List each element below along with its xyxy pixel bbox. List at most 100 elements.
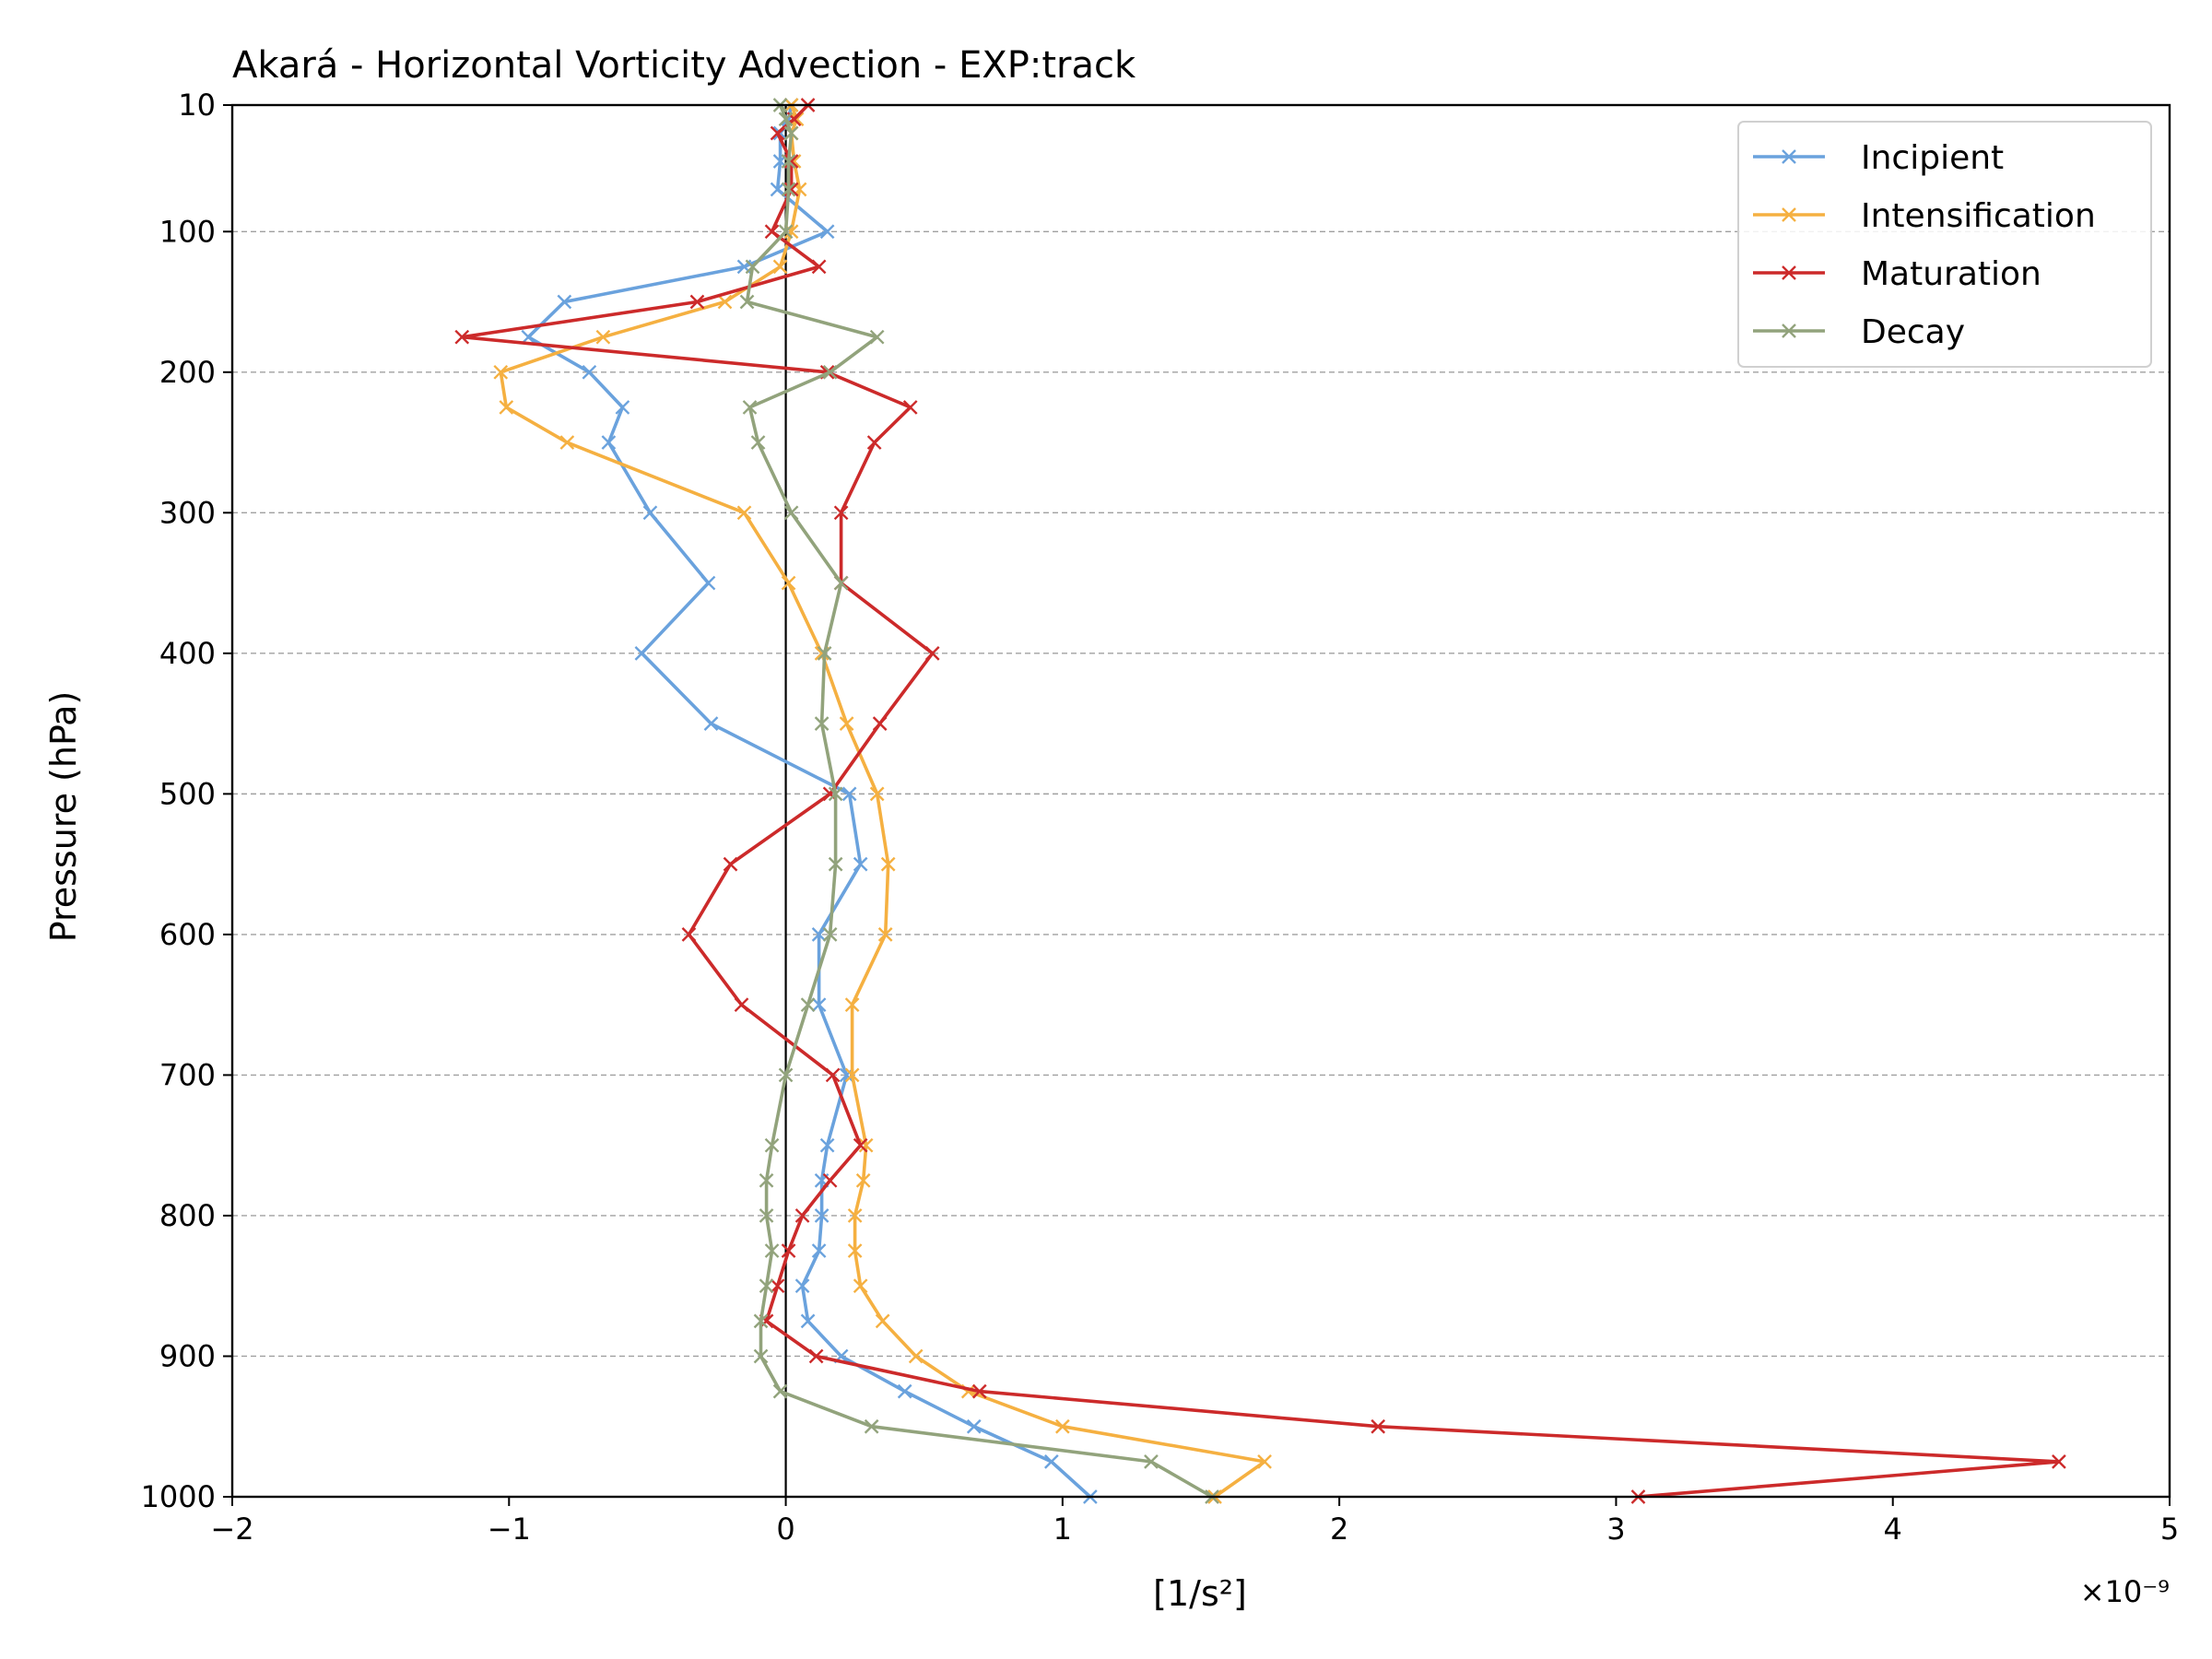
data-point-decay: [822, 927, 838, 942]
x-axis-title: [1/s²]: [1153, 1573, 1247, 1614]
data-point-decay: [1144, 1454, 1159, 1469]
y-tick-label: 200: [159, 355, 216, 390]
data-point-maturation: [853, 1137, 868, 1153]
y-tick-label: 800: [159, 1198, 216, 1233]
x-tick-label: 0: [776, 1512, 794, 1547]
data-point-maturation: [872, 716, 888, 731]
data-point-intensification: [772, 259, 788, 275]
data-point-intensification: [844, 1067, 860, 1083]
legend: Incipient Intensification Maturation Decay: [1737, 121, 2152, 368]
data-point-intensification: [499, 400, 514, 415]
data-point-decay: [759, 1172, 774, 1188]
data-point-maturation: [794, 1208, 810, 1223]
chart-title: Akará - Horizontal Vorticity Advection -…: [232, 44, 1136, 87]
plot-frame: [230, 103, 2171, 1499]
y-tick-label: 700: [159, 1057, 216, 1092]
y-tick-label: 400: [159, 636, 216, 671]
series-line-incipient: [526, 104, 1092, 1499]
x-tick-label: 1: [1053, 1512, 1072, 1547]
series-layer: [454, 98, 2066, 1504]
data-point-decay: [869, 329, 885, 345]
data-point-decay: [864, 1418, 879, 1434]
data-point-intensification: [736, 505, 752, 521]
data-point-incipient: [841, 786, 857, 802]
y-axis: 10 100 200 300 400 500 600 700 800 900 1000: [141, 88, 232, 1514]
data-point-decay: [745, 259, 760, 275]
data-point-intensification: [875, 1313, 890, 1329]
data-point-decay: [759, 1208, 774, 1223]
data-point-decay: [783, 505, 799, 521]
data-point-intensification: [853, 1278, 868, 1294]
data-point-intensification: [858, 1137, 874, 1153]
legend-label-decay: Decay: [1861, 313, 1965, 351]
data-point-maturation: [681, 927, 697, 942]
data-point-maturation: [734, 997, 749, 1013]
legend-box: [1737, 121, 2152, 368]
legend-marker-maturation: [1782, 265, 1796, 280]
y-tick-label: 500: [159, 776, 216, 811]
data-point-decay: [817, 645, 832, 661]
legend-marker-incipient: [1782, 149, 1796, 164]
data-point-decay: [828, 786, 843, 802]
x-tick-label: 2: [1330, 1512, 1348, 1547]
data-point-decay: [772, 1383, 788, 1399]
data-point-decay: [750, 435, 766, 450]
data-point-maturation: [781, 1243, 796, 1258]
data-point-intensification: [1055, 1418, 1070, 1434]
data-point-intensification: [847, 1243, 863, 1258]
data-point-intensification: [880, 856, 896, 872]
data-point-maturation: [770, 1278, 785, 1294]
data-point-maturation: [764, 224, 780, 240]
data-point-incipient: [794, 1278, 810, 1294]
data-point-incipient: [557, 294, 572, 310]
data-point-maturation: [2052, 1454, 2066, 1469]
data-point-maturation: [971, 1383, 987, 1399]
data-point-incipient: [811, 997, 827, 1013]
data-point-maturation: [924, 645, 940, 661]
data-point-intensification: [559, 435, 575, 450]
data-point-decay: [778, 112, 794, 127]
data-point-decay: [822, 364, 838, 380]
data-point-maturation: [866, 435, 882, 450]
data-point-maturation: [770, 125, 785, 141]
data-point-incipient: [819, 1137, 835, 1153]
data-point-decay: [753, 1348, 769, 1364]
data-point-maturation: [833, 505, 849, 521]
legend-marker-decay: [1782, 324, 1796, 338]
legend-label-intensification: Intensification: [1861, 197, 2096, 235]
data-point-incipient: [615, 400, 630, 415]
data-point-decay: [781, 154, 796, 169]
legend-item-maturation: Maturation: [1753, 255, 2041, 293]
data-point-decay: [753, 1313, 769, 1329]
data-point-intensification: [877, 927, 893, 942]
y-tick-label: 100: [159, 214, 216, 249]
data-point-incipient: [966, 1418, 982, 1434]
data-point-intensification: [839, 716, 854, 731]
y-tick-label: 600: [159, 917, 216, 952]
x-tick-label: −2: [210, 1512, 253, 1547]
data-point-intensification: [869, 786, 885, 802]
data-point-incipient: [601, 435, 617, 450]
data-point-incipient: [634, 645, 650, 661]
y-axis-title: Pressure (hPa): [43, 691, 84, 943]
data-point-maturation: [902, 400, 918, 415]
data-point-intensification: [908, 1348, 924, 1364]
series-decay: [739, 98, 1219, 1504]
legend-item-decay: Decay: [1753, 313, 1965, 351]
data-point-maturation: [822, 1172, 838, 1188]
data-point-incipient: [1043, 1454, 1059, 1469]
data-point-intensification: [493, 364, 509, 380]
data-point-maturation: [808, 1348, 824, 1364]
series-intensification: [493, 98, 1272, 1504]
legend-label-maturation: Maturation: [1861, 255, 2041, 293]
data-point-decay: [764, 1137, 780, 1153]
data-point-intensification: [1257, 1454, 1272, 1469]
series-line-intensification: [499, 104, 1266, 1499]
data-point-intensification: [847, 1208, 863, 1223]
x-tick-label: −1: [488, 1512, 531, 1547]
data-point-incipient: [703, 716, 719, 731]
data-point-decay: [800, 997, 816, 1013]
data-point-maturation: [689, 294, 705, 310]
data-point-incipient: [853, 856, 868, 872]
